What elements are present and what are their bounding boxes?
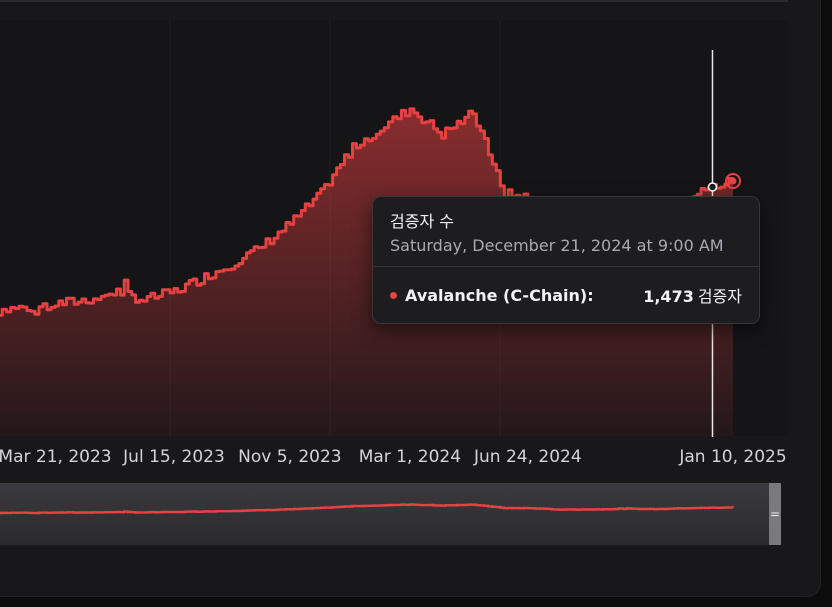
x-axis: Mar 21, 2023 Jul 15, 2023 Nov 5, 2023 Mar 1… (0, 447, 787, 467)
navigator-handle-grip-icon: = (770, 507, 780, 521)
navigator-series-line (0, 503, 735, 515)
x-tick-label: Jul 15, 2023 (122, 447, 225, 467)
tooltip-value: 1,473 검증자 (643, 283, 742, 307)
tooltip-series-row: Avalanche (C-Chain): 1,473 검증자 (373, 267, 759, 323)
series-area (0, 108, 733, 436)
tooltip-series-name: Avalanche (C-Chain): (405, 285, 594, 305)
hover-point (707, 182, 718, 192)
tooltip-value-number: 1,473 (643, 287, 694, 306)
tooltip-date: Saturday, December 21, 2024 at 9:00 AM (390, 236, 724, 255)
latest-point (729, 177, 737, 185)
x-tick-label: Jan 10, 2025 (678, 447, 786, 467)
x-tick-label: Nov 5, 2023 (238, 447, 341, 467)
navigator-track[interactable] (0, 483, 770, 545)
tooltip-value-unit: 검증자 (697, 287, 742, 306)
header-divider (0, 0, 788, 2)
x-tick-label: Mar 1, 2024 (359, 447, 461, 467)
x-tick-label: Mar 21, 2023 (0, 447, 112, 467)
x-tick-label: Jun 24, 2024 (473, 447, 582, 467)
navigator-handle[interactable] (769, 483, 781, 545)
latest-point-ring (725, 173, 741, 189)
series-color-dot-icon (390, 292, 397, 299)
tooltip-header: 검증자 수 Saturday, December 21, 2024 at 9:0… (373, 197, 759, 267)
chart-tooltip: 검증자 수 Saturday, December 21, 2024 at 9:0… (372, 196, 760, 324)
tooltip-title: 검증자 수 (390, 212, 454, 231)
chart-panel: Mar 21, 2023 Jul 15, 2023 Nov 5, 2023 Mar 1… (0, 0, 821, 597)
